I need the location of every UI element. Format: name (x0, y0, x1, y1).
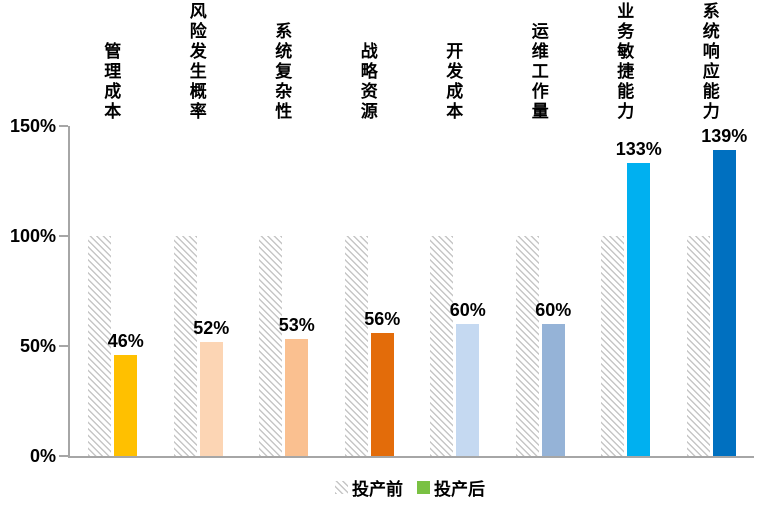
legend-swatch-after-icon (417, 480, 430, 494)
legend-item-before: 投产前 (335, 475, 403, 500)
bar-group: 133% (583, 126, 669, 456)
bar-group: 60% (412, 126, 498, 456)
bar-after: 53% (279, 315, 315, 456)
category-cell: 系统响应能力 (667, 2, 753, 122)
legend: 投产前 投产后 (68, 474, 752, 500)
legend-swatch-before-icon (335, 480, 348, 494)
category-label: 系统复杂性 (272, 22, 292, 122)
bar-after: 60% (535, 300, 571, 456)
bar-before (515, 236, 539, 456)
y-tick-mark (59, 455, 68, 457)
bar-after: 60% (450, 300, 486, 456)
bar-after: 139% (701, 126, 747, 456)
bar-after: 56% (364, 309, 400, 456)
category-cell: 开发成本 (410, 42, 496, 122)
y-tick-label: 100% (9, 226, 56, 246)
value-label: 60% (449, 300, 486, 320)
bar-before (259, 236, 283, 456)
value-label: 139% (701, 126, 748, 147)
y-tick-label: 0% (29, 446, 56, 466)
bar-before (344, 236, 368, 456)
value-label: 52% (193, 317, 230, 338)
bar-group: 53% (241, 126, 327, 456)
bar-group: 56% (327, 126, 413, 456)
y-tick-mark (59, 125, 68, 127)
bar-group: 60% (498, 126, 584, 456)
category-label: 战略资源 (357, 42, 377, 122)
bar-after: 46% (108, 331, 144, 456)
category-cell: 风险发生概率 (154, 2, 240, 122)
category-label: 业务敏捷能力 (614, 2, 634, 122)
legend-label-after: 投产后 (434, 479, 485, 499)
bar-after: 133% (616, 139, 662, 456)
legend-item-after: 投产后 (417, 475, 485, 500)
y-tick-mark (59, 235, 68, 237)
category-cell: 战略资源 (325, 42, 411, 122)
y-tick-label: 150% (9, 116, 56, 136)
category-cell: 业务敏捷能力 (581, 2, 667, 122)
bar-after: 52% (193, 318, 229, 456)
value-label: 46% (107, 330, 144, 351)
bar-groups: 46% 52% 53% 56% 60% 60% 133% 139% (70, 126, 754, 456)
legend-label-before: 投产前 (352, 479, 403, 499)
value-label: 53% (278, 315, 315, 336)
bar-before (686, 236, 710, 456)
category-label: 管理成本 (101, 42, 121, 122)
value-label: 133% (615, 139, 662, 160)
y-tick-label: 50% (19, 336, 56, 356)
bar-group: 46% (70, 126, 156, 456)
bar-before (601, 236, 625, 456)
y-tick-mark (59, 345, 68, 347)
bar-before (88, 236, 112, 456)
category-label: 风险发生概率 (186, 2, 206, 122)
category-label: 系统响应能力 (699, 2, 719, 122)
category-cell: 系统复杂性 (239, 22, 325, 122)
category-label: 开发成本 (443, 42, 463, 122)
category-cell: 管理成本 (68, 42, 154, 122)
bar-group: 52% (156, 126, 242, 456)
bar-before (173, 236, 197, 456)
category-cell: 运维工作量 (496, 22, 582, 122)
value-label: 56% (364, 308, 401, 329)
category-labels: 管理成本 风险发生概率 系统复杂性 战略资源 开发成本 运维工作量 业务敏捷能力 系统响应能力 (68, 2, 752, 122)
value-label: 60% (535, 300, 572, 320)
plot-area: 46% 52% 53% 56% 60% 60% 133% 139% (68, 126, 754, 458)
bar-group: 139% (669, 126, 755, 456)
bar-before (430, 236, 454, 456)
category-label: 运维工作量 (528, 22, 548, 122)
